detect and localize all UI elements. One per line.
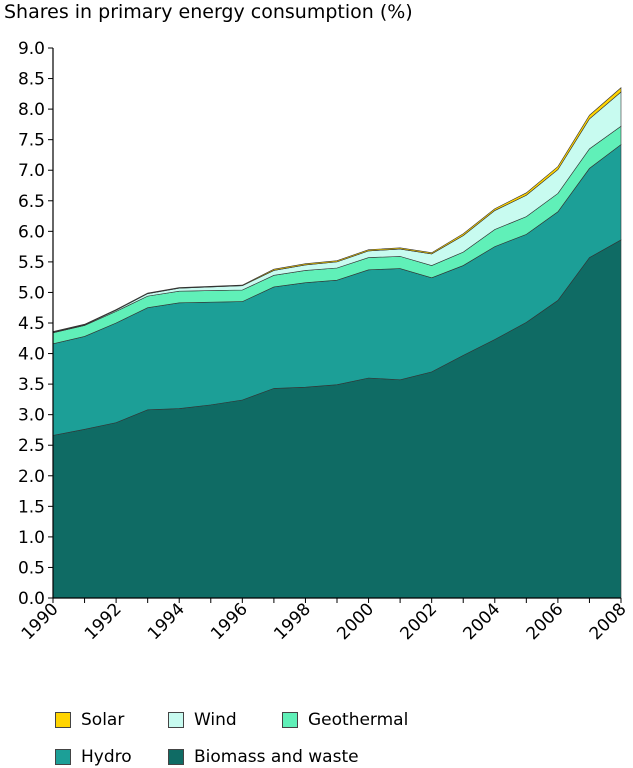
x-tick-label: 2004: [460, 599, 505, 644]
y-tick-label: 3.0: [18, 406, 45, 426]
x-tick-label: 1998: [270, 599, 315, 644]
y-tick-label: 7.5: [18, 131, 45, 151]
y-tick-label: 6.5: [18, 192, 45, 212]
x-tick-label: 1996: [207, 599, 252, 644]
series-areas: [52, 87, 622, 599]
y-tick-label: 6.0: [18, 222, 45, 242]
x-tick-label: 2008: [586, 599, 631, 644]
x-tick-label: 2002: [396, 599, 441, 644]
x-tick-label: 1992: [81, 599, 126, 644]
y-tick-label: 5.0: [18, 283, 45, 303]
y-tick-label: 8.0: [18, 100, 45, 120]
x-tick-label: 2000: [333, 599, 378, 644]
x-axis-ticks: 1990 1992 1994 1996 1998 2000 2002 2004 2006 2008: [18, 598, 631, 644]
y-tick-label: 9.0: [18, 39, 45, 59]
area-solar: [52, 87, 622, 333]
y-tick-label: 3.5: [18, 375, 45, 395]
y-axis-ticks: 0.0 0.5 1.0 1.5 2.0 2.5 3.0 3.5 4.0 4.5 5.0 5.5 6.0 6…: [18, 39, 53, 609]
y-tick-label: 5.5: [18, 253, 45, 273]
y-tick-label: 4.0: [18, 345, 45, 365]
x-tick-label: 1994: [144, 599, 189, 644]
y-tick-label: 8.5: [18, 70, 45, 90]
chart-title: Shares in primary energy consumption (%): [4, 1, 413, 23]
x-tick-label: 2006: [523, 599, 568, 644]
y-tick-label: 4.5: [18, 314, 45, 334]
y-tick-label: 0.0: [18, 589, 45, 609]
y-tick-label: 1.0: [18, 528, 45, 548]
y-tick-label: 2.5: [18, 436, 45, 456]
y-tick-label: 0.5: [18, 558, 45, 578]
y-tick-label: 7.0: [18, 161, 45, 181]
y-tick-label: 2.0: [18, 467, 45, 487]
y-tick-label: 1.5: [18, 497, 45, 517]
